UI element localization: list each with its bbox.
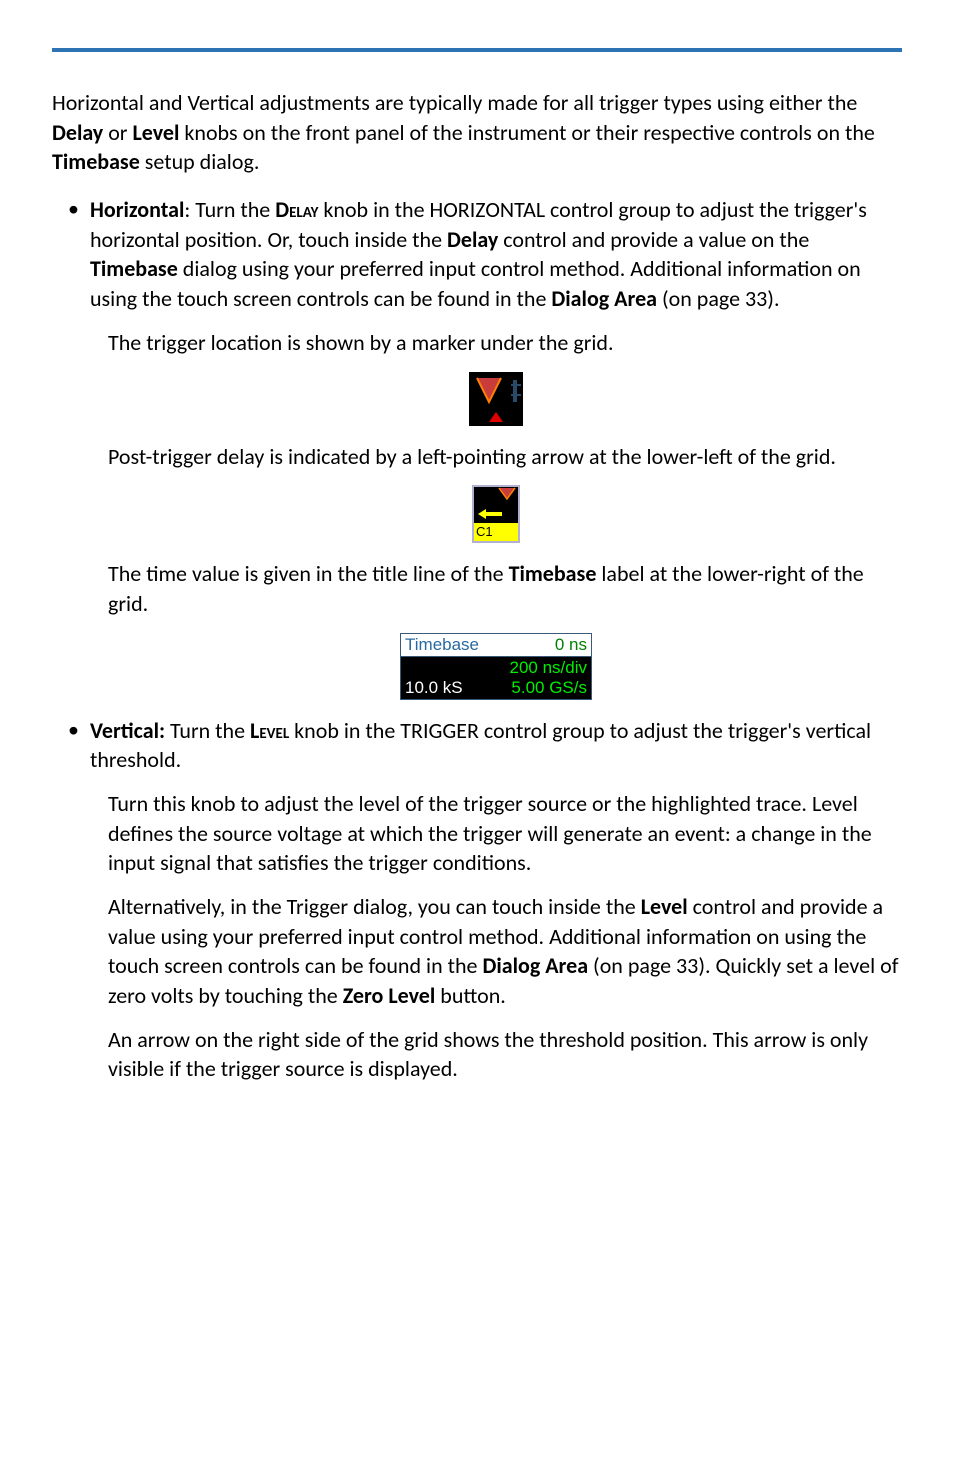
timebase-title: Timebase: [405, 635, 479, 655]
timebase-samples: 10.0 kS: [405, 678, 463, 698]
horizontal-heading: Horizontal: [90, 196, 184, 223]
figure-trigger-marker: [90, 372, 902, 426]
horizontal-p4: The time value is given in the title lin…: [90, 559, 902, 618]
c1-label: C1: [474, 523, 518, 541]
figure-post-trigger: C1: [90, 485, 902, 543]
timebase-rate: 5.00 GS/s: [511, 678, 587, 698]
timebase-delay: 0 ns: [555, 635, 587, 655]
vertical-p4: An arrow on the right side of the grid s…: [90, 1025, 902, 1084]
vertical-p2: Turn this knob to adjust the level of th…: [90, 789, 902, 878]
vertical-p3: Alternatively, in the Trigger dialog, yo…: [90, 892, 902, 1011]
level-knob-label: Level: [250, 717, 289, 744]
trigger-marker-image: [469, 372, 523, 426]
header-rule: [52, 48, 902, 52]
figure-timebase-label: Timebase 0 ns 200 ns/div 10.0 kS 5.00 GS…: [90, 633, 902, 700]
horizontal-p2: The trigger location is shown by a marke…: [90, 328, 902, 358]
timebase-timediv: 200 ns/div: [405, 658, 587, 678]
intro-paragraph: Horizontal and Vertical adjustments are …: [52, 88, 902, 177]
horizontal-bullet: Horizontal: Turn the Delay knob in the H…: [90, 195, 902, 700]
vertical-heading: Vertical:: [90, 717, 165, 744]
horizontal-p3: Post-trigger delay is indicated by a lef…: [90, 442, 902, 472]
vertical-bullet: Vertical: Turn the Level knob in the TRI…: [90, 716, 902, 1085]
horizontal-p1: Horizontal: Turn the Delay knob in the H…: [90, 195, 902, 314]
timebase-label-image: Timebase 0 ns 200 ns/div 10.0 kS 5.00 GS…: [400, 633, 592, 700]
delay-knob-label: Delay: [275, 196, 318, 223]
bullet-list: Horizontal: Turn the Delay knob in the H…: [52, 195, 902, 1084]
vertical-p1: Vertical: Turn the Level knob in the TRI…: [90, 716, 902, 775]
post-trigger-image: C1: [472, 485, 520, 543]
